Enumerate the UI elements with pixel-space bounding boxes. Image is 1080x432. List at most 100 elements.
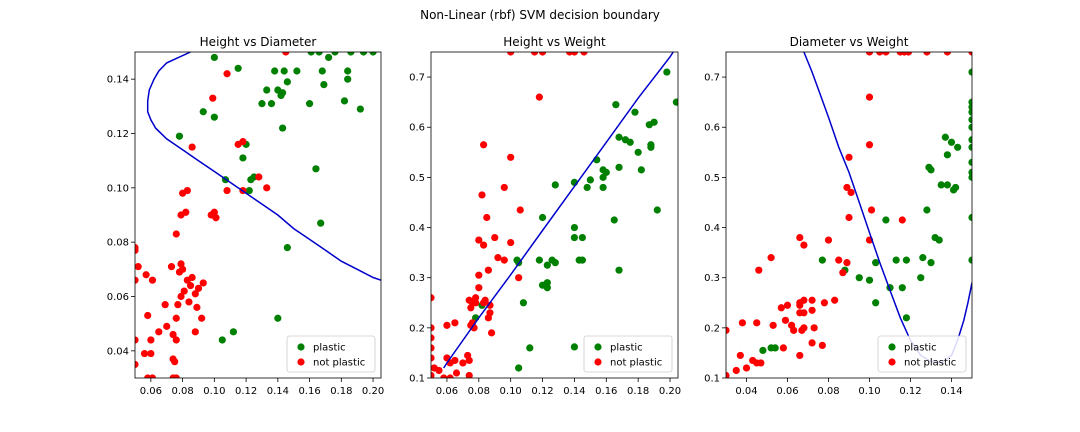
data-point — [647, 143, 655, 151]
legend-box — [877, 335, 967, 373]
x-tick-label: 0.10 — [500, 386, 522, 397]
data-point — [172, 374, 180, 378]
data-point — [255, 173, 263, 181]
data-point — [769, 321, 777, 329]
data-point — [142, 271, 150, 279]
data-point — [757, 359, 765, 367]
y-tick-label: 0.3 — [704, 273, 720, 284]
data-point — [872, 299, 880, 307]
data-point — [755, 266, 763, 274]
data-point — [790, 326, 798, 334]
data-point — [279, 124, 287, 132]
data-point — [767, 254, 775, 262]
data-point — [191, 328, 199, 336]
data-point — [753, 319, 761, 327]
data-point — [923, 206, 931, 214]
data-point — [177, 292, 185, 301]
data-point — [626, 138, 634, 146]
data-point — [653, 206, 661, 214]
data-point — [943, 181, 952, 189]
data-point — [551, 259, 559, 267]
data-point — [465, 356, 473, 365]
data-point — [927, 166, 935, 174]
data-point — [135, 246, 139, 254]
data-point — [486, 301, 494, 309]
data-point — [637, 166, 645, 174]
data-point — [919, 254, 927, 262]
data-point — [263, 86, 271, 94]
data-point — [282, 52, 290, 56]
data-point — [943, 52, 951, 56]
data-point — [615, 266, 623, 274]
data-point — [599, 173, 607, 181]
axes-frame — [430, 51, 679, 379]
data-point — [258, 100, 266, 108]
data-point — [612, 101, 620, 109]
data-point — [570, 343, 579, 351]
data-point — [759, 346, 767, 355]
data-point — [904, 52, 913, 56]
series-plastic — [175, 52, 377, 344]
data-point — [210, 113, 218, 121]
x-tick-label: 0.08 — [171, 386, 193, 397]
data-point — [634, 148, 642, 156]
legend-label: not plastic — [904, 358, 956, 369]
data-point — [902, 256, 911, 264]
data-point — [843, 259, 851, 267]
data-point — [177, 260, 185, 268]
x-tick-label: 0.14 — [563, 386, 585, 397]
data-point — [174, 301, 182, 309]
series-not-plastic — [135, 52, 290, 378]
legend-marker — [297, 343, 305, 351]
data-point — [867, 206, 876, 214]
data-point — [845, 213, 853, 222]
data-point — [459, 359, 467, 367]
data-point — [968, 108, 972, 116]
axes-frame — [725, 51, 973, 379]
y-tick-label: 0.1 — [704, 374, 720, 385]
legend-marker — [594, 343, 602, 351]
data-point — [479, 299, 488, 307]
data-point — [917, 274, 925, 282]
data-point — [479, 141, 488, 149]
data-point — [169, 330, 177, 339]
legend-marker — [594, 358, 602, 366]
data-point — [135, 263, 142, 271]
data-point — [949, 186, 958, 194]
y-tick-label: 0.7 — [409, 73, 425, 84]
data-point — [317, 219, 325, 227]
data-point — [440, 374, 448, 378]
data-point — [796, 233, 804, 242]
data-point — [935, 236, 943, 244]
data-point — [171, 358, 179, 366]
data-point — [198, 314, 206, 322]
data-point — [369, 52, 377, 56]
data-point — [431, 344, 435, 352]
data-point — [431, 354, 435, 362]
data-point — [535, 93, 543, 101]
data-point — [968, 116, 972, 124]
data-point — [280, 67, 288, 75]
data-point — [808, 339, 816, 347]
data-point — [631, 108, 639, 116]
data-point — [435, 366, 443, 375]
data-point — [808, 306, 816, 314]
data-point — [820, 299, 829, 307]
data-point — [507, 52, 515, 56]
data-point — [513, 256, 521, 264]
legend-box — [286, 335, 376, 373]
data-point — [610, 216, 618, 224]
series-not-plastic — [431, 52, 588, 378]
legend-label: plastic — [313, 343, 346, 354]
data-point — [318, 67, 326, 75]
data-point — [212, 214, 220, 222]
data-point — [172, 314, 180, 322]
data-point — [937, 181, 945, 189]
data-point — [175, 268, 184, 276]
data-point — [865, 141, 874, 149]
data-point — [180, 287, 188, 295]
data-point — [263, 184, 271, 192]
data-point — [155, 328, 163, 336]
data-point — [947, 138, 956, 146]
data-point — [475, 271, 483, 279]
